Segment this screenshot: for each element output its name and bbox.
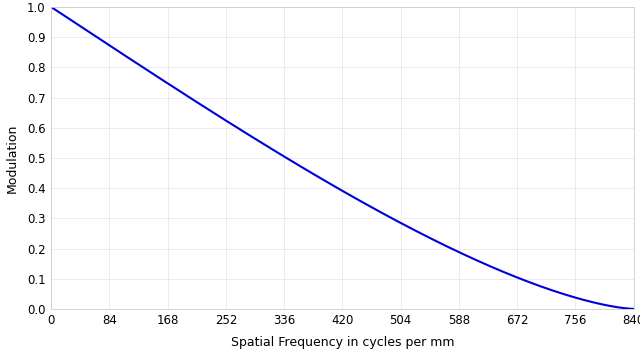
Y-axis label: Modulation: Modulation [6,123,19,193]
X-axis label: Spatial Frequency in cycles per mm: Spatial Frequency in cycles per mm [230,336,454,349]
